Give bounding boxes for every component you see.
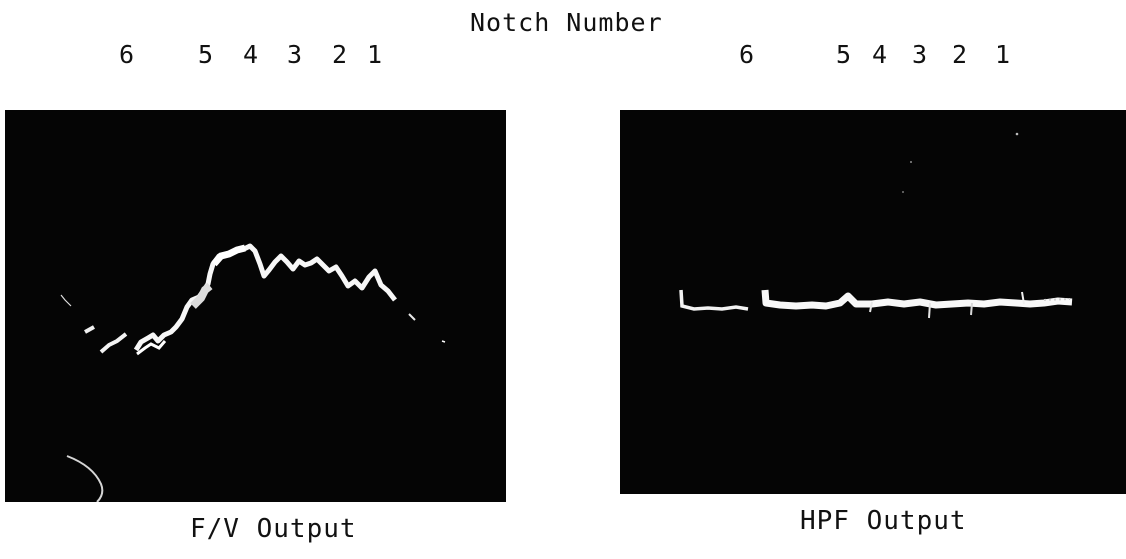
right-notch-2: 2	[952, 40, 968, 69]
hpf-glitch-1	[869, 301, 873, 313]
hpf-output-trace-image	[620, 110, 1126, 494]
fv-main-trace	[133, 243, 397, 352]
hpf-speck-2	[910, 161, 912, 163]
fv-peak-band	[211, 244, 246, 267]
fv-thick-rise	[190, 282, 213, 309]
fv-left-fragment-1	[60, 294, 72, 307]
left-notch-4: 4	[243, 40, 259, 69]
right-notch-4: 4	[872, 40, 888, 69]
hpf-speck-1	[1015, 132, 1019, 136]
hpf-right-spike	[1021, 291, 1025, 305]
left-notch-1: 1	[367, 40, 383, 69]
fv-left-fragment-3	[99, 332, 128, 354]
left-notch-5: 5	[198, 40, 214, 69]
right-notch-6: 6	[739, 40, 755, 69]
left-notch-3: 3	[287, 40, 303, 69]
hpf-left-baseline	[679, 289, 749, 311]
hpf-right-tail	[1043, 298, 1071, 301]
right-notch-5: 5	[836, 40, 852, 69]
hpf-output-caption: HPF Output	[800, 506, 967, 536]
hpf-main-baseline	[761, 289, 1073, 310]
fv-lower-dip	[136, 340, 167, 356]
left-notch-6: 6	[119, 40, 135, 69]
hpf-speck-3	[902, 191, 904, 193]
hpf-glitch-3	[970, 302, 973, 316]
fv-right-tail-1	[408, 313, 416, 321]
fv-output-trace-image	[5, 110, 506, 502]
fv-output-scope-screen	[5, 110, 506, 502]
right-notch-1: 1	[995, 40, 1011, 69]
fv-output-caption: F/V Output	[190, 514, 357, 544]
fv-left-fragment-2	[84, 325, 95, 334]
hpf-output-scope-screen	[620, 110, 1126, 494]
notch-number-title: Notch Number	[470, 8, 663, 37]
fv-right-tail-2	[441, 340, 446, 343]
hpf-glitch-2	[928, 302, 931, 319]
right-notch-3: 3	[912, 40, 928, 69]
fv-bottom-stray-curve	[66, 455, 104, 502]
left-notch-2: 2	[332, 40, 348, 69]
